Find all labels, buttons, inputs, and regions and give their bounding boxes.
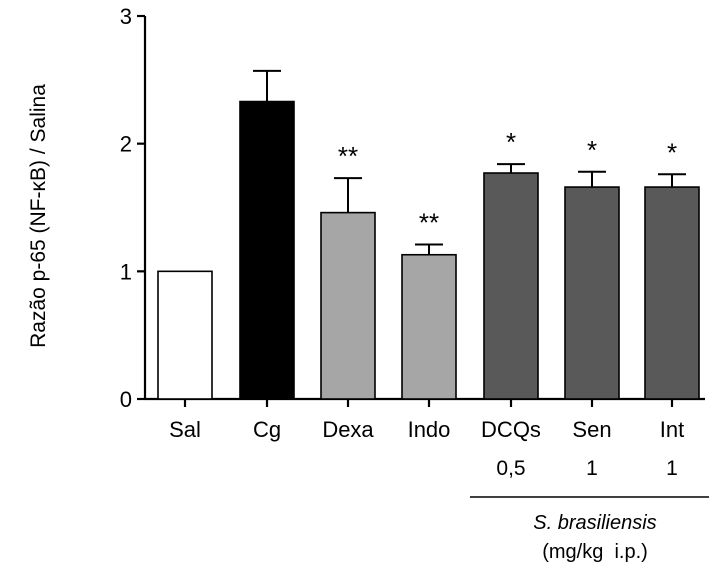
dose-label: 1 xyxy=(586,457,598,480)
y-axis-label: Razão p-65 (NF-κB) / Salina xyxy=(27,84,50,348)
x-tick-label: Int xyxy=(660,417,684,442)
bar xyxy=(564,186,620,400)
y-tick-label: 2 xyxy=(120,132,132,157)
dose-label: 0,5 xyxy=(496,457,525,480)
dose-unit-label: (mg/kg i.p.) xyxy=(542,541,648,563)
significance-marker: ** xyxy=(338,141,358,171)
y-tick-label: 3 xyxy=(120,4,132,29)
y-tick-label: 1 xyxy=(120,259,132,284)
significance-marker: * xyxy=(587,135,597,165)
x-tick-label: DCQs xyxy=(481,417,541,442)
dose-label: 1 xyxy=(666,457,678,480)
x-tick-label: Sal xyxy=(169,417,201,442)
x-tick-label: Sen xyxy=(572,417,611,442)
bars: ***** * * xyxy=(157,69,700,400)
significance-marker: * xyxy=(667,137,677,167)
bar xyxy=(483,172,539,400)
group-label: S. brasiliensis xyxy=(533,512,656,534)
bar xyxy=(644,186,700,400)
x-tick-label: Dexa xyxy=(322,417,374,442)
bar xyxy=(157,270,213,400)
bar xyxy=(401,253,457,400)
y-tick-label: 0 xyxy=(120,387,132,412)
significance-marker: * xyxy=(506,127,516,157)
bar xyxy=(239,100,295,400)
x-tick-label: Indo xyxy=(408,417,451,442)
bar xyxy=(320,211,376,400)
group-annotation: S. brasiliensis (mg/kg i.p.) xyxy=(470,496,709,563)
significance-marker: ** xyxy=(419,208,439,238)
category-labels: Sal Cg Dexa Indo DCQs 0,5 Sen 1 Int 1 xyxy=(169,417,684,480)
x-tick-label: Cg xyxy=(253,417,281,442)
